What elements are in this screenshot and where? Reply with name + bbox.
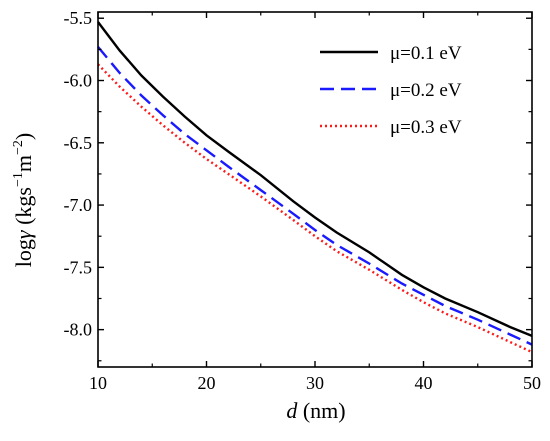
- x-axis: 10 20 30 40 50: [89, 12, 541, 393]
- x-axis-variable: d: [286, 398, 298, 423]
- y-axis-title: logγ (kgs−1m−2): [11, 133, 36, 267]
- y-axis: -5.5 -6.0 -6.5 -7.0 -7.5 -8.0: [64, 8, 532, 362]
- x-tick-label: 20: [198, 373, 216, 393]
- legend: μ=0.1 eV μ=0.2 eV μ=0.3 eV: [320, 43, 462, 138]
- legend-label-3: μ=0.3 eV: [390, 117, 462, 138]
- x-tick-label: 50: [523, 373, 541, 393]
- x-axis-unit: (nm): [297, 398, 345, 423]
- y-axis-unit-exponent-1: −1: [11, 172, 26, 187]
- y-tick-label: -7.0: [64, 195, 93, 215]
- x-tick-label: 30: [306, 373, 324, 393]
- y-axis-unit-open: (kgs: [11, 187, 36, 230]
- y-axis-log-prefix: log: [11, 239, 36, 267]
- y-tick-label: -6.5: [64, 133, 93, 153]
- legend-label-1: μ=0.1 eV: [390, 43, 462, 64]
- y-tick-label: -5.5: [64, 8, 93, 28]
- series-line-3: [97, 63, 533, 354]
- x-tick-label: 10: [89, 373, 107, 393]
- y-axis-unit-exponent-2: −2: [11, 140, 26, 155]
- y-tick-label: -8.0: [64, 320, 93, 340]
- y-tick-label: -7.5: [64, 257, 93, 277]
- series-line-2: [97, 46, 533, 346]
- y-tick-label: -6.0: [64, 71, 93, 91]
- series-line-1: [97, 21, 533, 338]
- plot-frame: [97, 11, 533, 368]
- plot-area: [97, 21, 533, 354]
- legend-label-2: μ=0.2 eV: [390, 80, 462, 101]
- x-axis-title: d (nm): [286, 398, 345, 423]
- y-axis-variable: γ: [11, 229, 36, 239]
- y-axis-unit-close: ): [11, 133, 36, 140]
- x-tick-label: 40: [415, 373, 433, 393]
- y-axis-unit-mid: m: [11, 155, 36, 172]
